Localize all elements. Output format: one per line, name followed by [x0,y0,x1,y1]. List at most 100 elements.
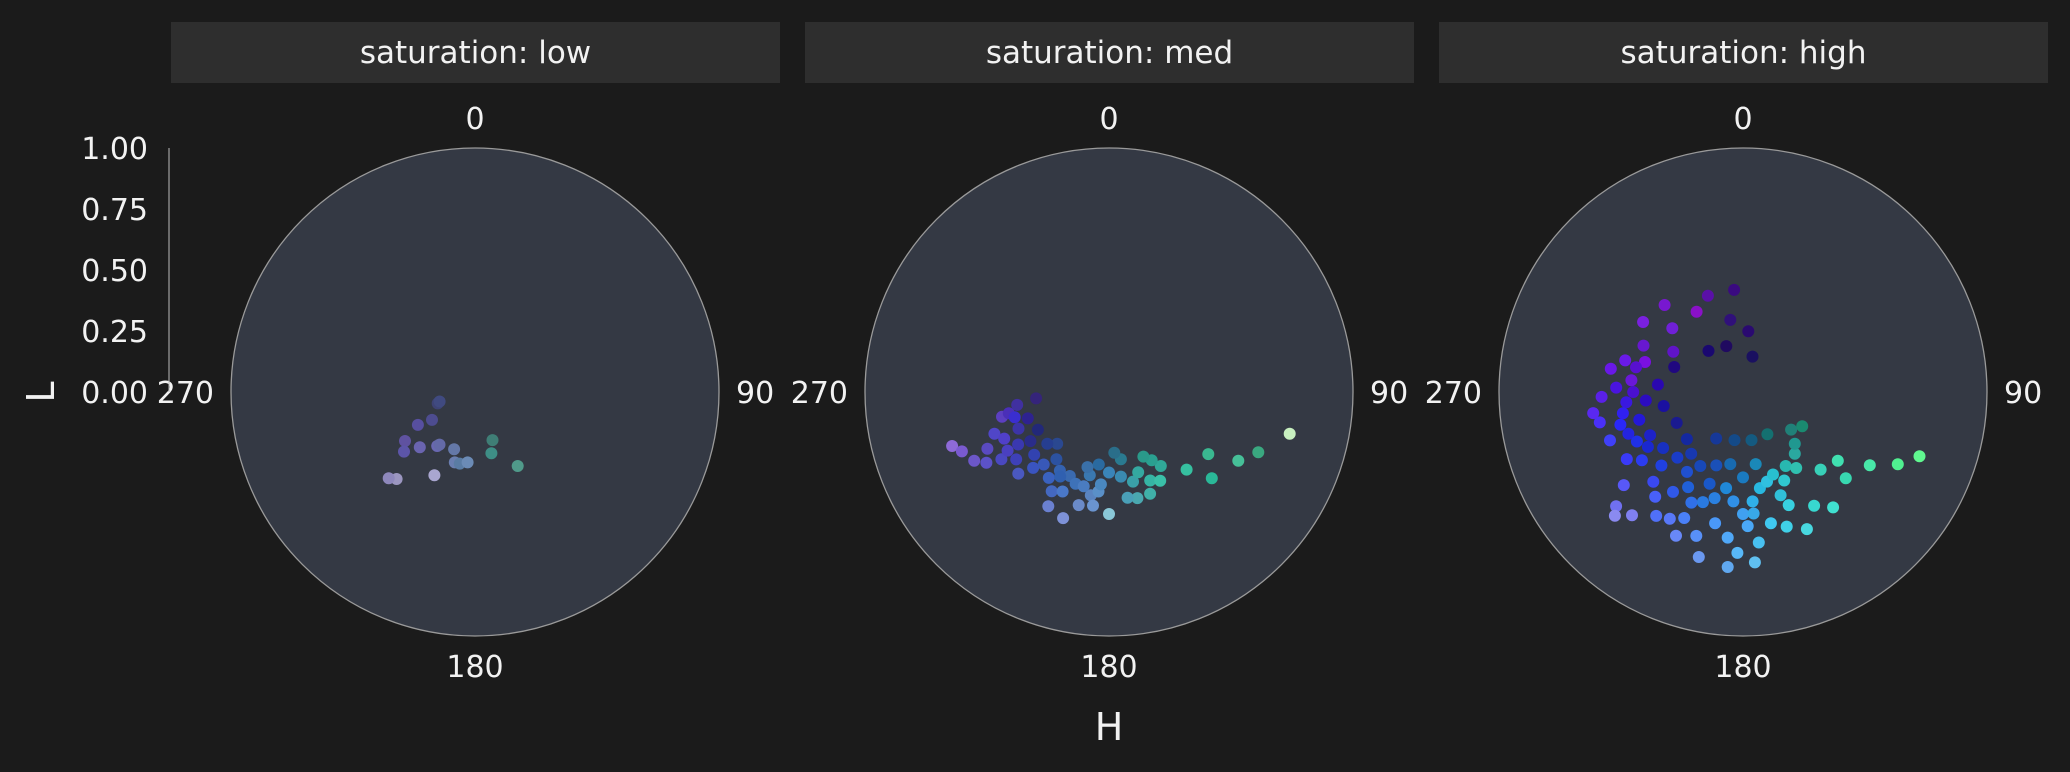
data-point [1680,433,1693,446]
data-point [1774,489,1787,502]
polar-panel-background [1498,147,1988,637]
data-point [1749,458,1762,471]
data-point [1042,471,1055,484]
data-point [1649,490,1662,503]
data-point [1746,350,1759,363]
data-point [1681,465,1693,478]
data-point [1616,407,1629,420]
data-point [1721,561,1734,573]
data-point [1154,474,1167,487]
data-point [1863,459,1876,472]
data-point [1641,440,1654,453]
data-point [1668,361,1681,373]
data-point [1800,523,1813,536]
data-point [1031,423,1044,436]
data-point [1767,468,1779,481]
data-point [1012,467,1025,480]
data-point [1012,438,1025,451]
angle-tick-label: 90 [736,376,774,411]
data-point [1630,361,1642,374]
data-point [1678,512,1691,524]
data-point [1728,434,1741,447]
data-point [1617,479,1630,492]
data-point [433,438,446,451]
data-point [1745,434,1758,447]
data-point [1737,508,1749,520]
data-point [426,413,438,426]
data-point [1121,491,1134,504]
data-point [1839,472,1852,485]
data-point [1650,509,1663,522]
data-point [1731,546,1744,559]
data-point [1610,500,1623,513]
data-point [1779,460,1792,472]
data-point [1657,442,1670,454]
data-point [1710,459,1723,472]
polar-panel-background [230,147,720,637]
data-point [1608,509,1621,522]
data-point [1742,325,1755,338]
data-point [1796,420,1809,433]
data-point [1690,529,1703,542]
data-point [1720,340,1733,353]
data-point [1625,374,1638,387]
data-point [1831,454,1844,467]
data-point [1670,529,1682,542]
data-point [1610,381,1623,394]
data-point [1094,478,1107,491]
data-point [1746,495,1759,508]
angle-tick-label: 0 [1099,102,1118,137]
radial-tick-label: 0.50 [81,254,148,289]
data-point [382,472,395,485]
data-point [1087,499,1099,512]
data-point [398,445,410,458]
polar-panel-background [864,147,1354,637]
data-point [1627,386,1640,398]
data-point [1644,429,1657,442]
data-point [1639,356,1651,368]
data-point [1737,471,1749,484]
angle-tick-label: 270 [157,376,214,411]
data-point [1114,470,1127,483]
data-point [1001,444,1014,457]
data-point [1761,428,1774,441]
data-point [1764,517,1777,530]
data-point [1202,448,1215,461]
data-point [1630,435,1643,448]
data-point [1054,470,1067,483]
data-point [1647,475,1660,488]
data-point [1827,501,1840,514]
data-point [1103,466,1115,479]
angle-tick-label: 180 [446,650,503,685]
angle-tick-label: 180 [1080,650,1137,685]
data-point [1670,416,1683,429]
data-point [1785,423,1798,436]
data-point [1891,458,1904,471]
data-point [1667,345,1680,358]
data-point [1012,422,1025,435]
data-point [1635,454,1648,467]
data-point [1690,305,1703,318]
data-point [1752,536,1765,549]
data-point [1655,459,1668,472]
data-point [981,442,994,455]
facet-strip-label: saturation: med [986,35,1233,71]
data-point [433,395,446,408]
data-point [1696,496,1709,509]
data-point [1024,435,1037,448]
data-point [1658,299,1671,311]
data-point [1708,492,1721,505]
data-point [1626,509,1638,522]
data-point [1702,344,1715,357]
data-point [1710,432,1723,445]
data-point [1205,472,1218,485]
data-point [1782,499,1795,512]
radial-tick-label: 0.75 [81,193,148,228]
data-point [1011,398,1024,411]
data-point [1620,396,1633,409]
facet-strip [1439,22,2048,83]
data-point [1604,434,1616,447]
data-point [1671,451,1684,464]
data-point [1709,517,1722,530]
